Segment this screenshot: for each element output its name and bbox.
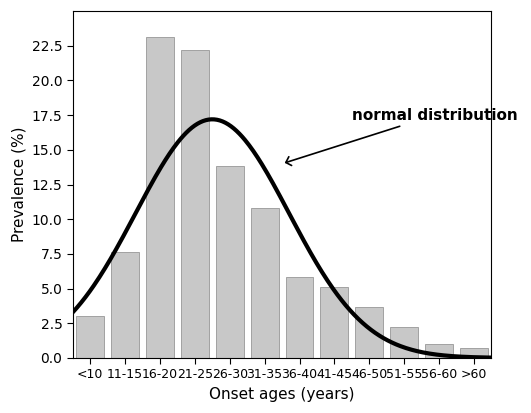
Bar [355, 306, 383, 358]
Bar [251, 208, 279, 358]
Y-axis label: Prevalence (%): Prevalence (%) [11, 127, 26, 242]
Bar [286, 278, 313, 358]
X-axis label: Onset ages (years): Onset ages (years) [209, 387, 355, 402]
Bar [460, 348, 488, 358]
Bar [146, 38, 174, 358]
Bar [320, 287, 348, 358]
Bar [111, 252, 139, 358]
Bar [76, 316, 104, 358]
Bar [216, 166, 244, 358]
Text: normal distribution: normal distribution [286, 108, 518, 166]
Bar [390, 328, 418, 358]
Bar [181, 50, 209, 358]
Bar [425, 344, 453, 358]
